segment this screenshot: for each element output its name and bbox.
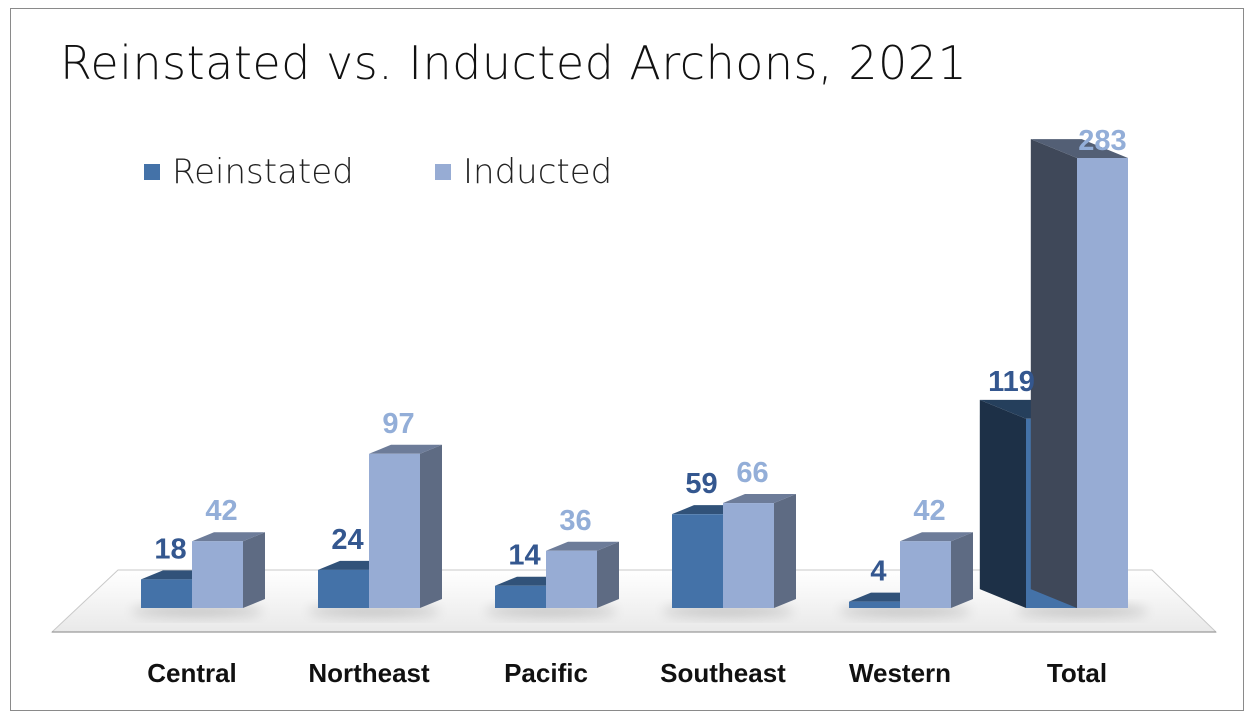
bar-front: [192, 541, 243, 608]
bar-top: [192, 532, 265, 542]
bar-inducted-northeast: [369, 444, 442, 608]
x-tick-label: Western: [849, 658, 951, 688]
data-label: 24: [331, 524, 363, 556]
data-label: 283: [1078, 125, 1126, 157]
data-label: 59: [685, 468, 717, 500]
bar-inducted-total: [1030, 139, 1128, 608]
bar-top: [723, 494, 796, 504]
data-label: 36: [559, 505, 591, 537]
bar-inducted-western: [900, 532, 973, 608]
data-label: 97: [382, 408, 414, 440]
x-tick-label: Total: [1047, 658, 1107, 688]
bar-front: [141, 579, 192, 608]
bar-side: [774, 494, 796, 608]
data-label: 4: [870, 556, 886, 588]
bar-side: [597, 541, 619, 608]
bar-inducted-pacific: [546, 541, 619, 608]
legend-label-inducted: Inducted: [463, 152, 613, 192]
data-label: 66: [736, 457, 768, 489]
legend-item-inducted: Inducted: [435, 152, 612, 192]
data-label: 119: [988, 366, 1035, 398]
legend-item-reinstated: Reinstated: [144, 152, 354, 192]
data-label: 42: [205, 495, 237, 527]
bar-front: [672, 514, 723, 608]
bar-front: [495, 585, 546, 608]
bar-side: [243, 532, 265, 608]
legend-label-reinstated: Reinstated: [172, 152, 354, 192]
legend-swatch-inducted: [435, 164, 451, 180]
legend-swatch-reinstated: [144, 164, 160, 180]
bar-top: [1030, 139, 1128, 158]
bar-front: [318, 569, 369, 608]
bar-front: [1077, 158, 1128, 608]
bar-front: [849, 601, 900, 608]
bar-front: [369, 453, 420, 608]
chart-title: Reinstated vs. Inducted Archons, 2021: [60, 36, 968, 90]
bar-top: [546, 541, 619, 551]
bar-front: [900, 541, 951, 608]
bar-side: [979, 399, 1026, 608]
data-label: 18: [154, 533, 186, 565]
bar-front: [546, 550, 597, 608]
bar-side: [1030, 139, 1077, 608]
bar-top: [900, 532, 973, 542]
bar-top: [369, 444, 442, 454]
bar-side: [420, 444, 442, 608]
x-tick-label: Southeast: [660, 658, 786, 688]
data-label: 42: [913, 495, 945, 527]
bar-front: [723, 503, 774, 608]
x-tick-label: Northeast: [308, 658, 430, 688]
x-tick-label: Pacific: [504, 658, 588, 688]
bar-inducted-central: [192, 532, 265, 608]
bar-inducted-southeast: [723, 494, 796, 608]
data-label: 14: [508, 540, 540, 572]
bar-side: [951, 532, 973, 608]
x-tick-label: Central: [147, 658, 237, 688]
